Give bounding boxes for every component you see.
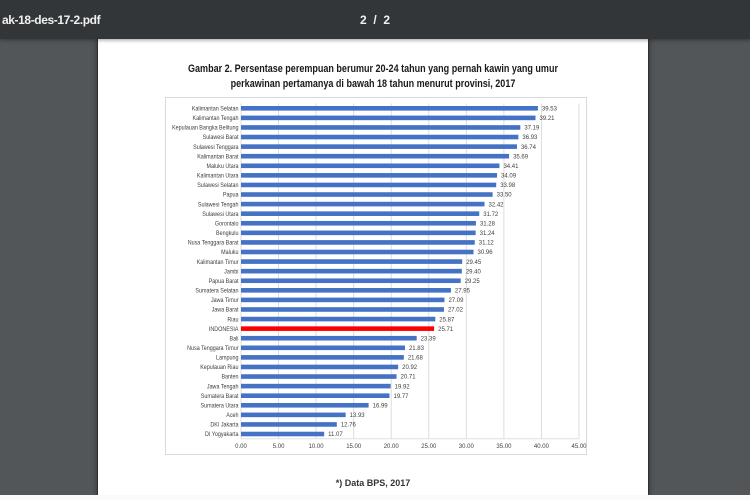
svg-text:10.00: 10.00 [309, 444, 325, 450]
svg-text:Papua: Papua [223, 193, 239, 199]
svg-text:16.99: 16.99 [373, 403, 389, 409]
svg-text:Maluku Utara: Maluku Utara [206, 164, 239, 170]
svg-text:Sulawesi Barat: Sulawesi Barat [203, 135, 239, 141]
svg-text:Kalimantan Timur: Kalimantan Timur [197, 260, 239, 266]
svg-text:Sulawesi Tengah: Sulawesi Tengah [198, 202, 239, 208]
svg-text:32.42: 32.42 [489, 202, 505, 208]
svg-text:29.45: 29.45 [466, 260, 482, 266]
svg-text:27.02: 27.02 [448, 308, 464, 314]
svg-text:27.95: 27.95 [455, 289, 471, 295]
svg-text:23.39: 23.39 [421, 336, 437, 342]
svg-text:DKI Jakarta: DKI Jakarta [210, 422, 239, 428]
svg-text:Sumatera Barat: Sumatera Barat [201, 394, 239, 400]
svg-text:Kepulauan Riau: Kepulauan Riau [200, 365, 238, 371]
svg-text:Riau: Riau [227, 317, 238, 323]
svg-text:12.76: 12.76 [341, 423, 357, 429]
svg-text:Banten: Banten [221, 375, 238, 381]
svg-text:40.00: 40.00 [534, 444, 550, 450]
svg-text:Kalimantan Selatan: Kalimantan Selatan [192, 106, 239, 112]
svg-text:19.92: 19.92 [395, 384, 411, 390]
svg-text:Kalimantan Tengah: Kalimantan Tengah [193, 116, 239, 122]
svg-text:39.21: 39.21 [540, 116, 556, 122]
svg-text:31.28: 31.28 [480, 221, 496, 227]
svg-text:15.00: 15.00 [346, 444, 362, 450]
svg-text:Lampung: Lampung [216, 355, 238, 361]
svg-text:30.00: 30.00 [459, 444, 475, 450]
svg-text:31.24: 31.24 [480, 231, 496, 237]
svg-text:29.40: 29.40 [466, 269, 482, 275]
svg-text:27.09: 27.09 [448, 298, 464, 304]
svg-text:20.00: 20.00 [384, 444, 400, 450]
svg-text:Jawa Tengah: Jawa Tengah [207, 384, 239, 390]
svg-text:19.77: 19.77 [393, 394, 409, 400]
svg-text:37.19: 37.19 [524, 126, 540, 132]
svg-text:21.83: 21.83 [409, 346, 425, 352]
svg-text:Papua Barat: Papua Barat [209, 279, 239, 285]
svg-text:Nusa Tenggara Timur: Nusa Tenggara Timur [187, 346, 238, 352]
svg-text:25.00: 25.00 [421, 444, 437, 450]
svg-text:Sulawesi Tenggara: Sulawesi Tenggara [193, 145, 239, 151]
svg-text:Sulawesi Utara: Sulawesi Utara [202, 212, 239, 218]
svg-text:Kepulauan Bangka Belitung: Kepulauan Bangka Belitung [172, 125, 238, 131]
svg-text:25.71: 25.71 [438, 327, 454, 333]
svg-text:INDONESIA: INDONESIA [209, 327, 239, 333]
svg-text:36.74: 36.74 [521, 145, 537, 151]
svg-text:35.00: 35.00 [496, 444, 512, 450]
svg-text:34.41: 34.41 [503, 164, 519, 170]
svg-text:20.92: 20.92 [402, 365, 418, 371]
svg-text:20.71: 20.71 [401, 375, 417, 381]
svg-text:Aceh: Aceh [226, 413, 238, 419]
svg-text:5.00: 5.00 [273, 444, 285, 450]
svg-text:0.00: 0.00 [235, 444, 247, 450]
svg-text:33.50: 33.50 [497, 193, 513, 199]
svg-text:33.98: 33.98 [500, 183, 516, 189]
svg-text:39.53: 39.53 [542, 107, 558, 113]
svg-text:Nusa Tenggara Barat: Nusa Tenggara Barat [188, 240, 239, 246]
svg-text:Kalimantan Barat: Kalimantan Barat [197, 154, 239, 160]
svg-text:Jambi: Jambi [224, 269, 238, 275]
svg-text:Bengkulu: Bengkulu [216, 231, 238, 237]
svg-text:30.96: 30.96 [478, 250, 494, 256]
svg-text:45.00: 45.00 [571, 444, 587, 450]
svg-text:31.12: 31.12 [479, 241, 495, 247]
svg-text:31.72: 31.72 [483, 212, 499, 218]
svg-text:Gorontalo: Gorontalo [215, 221, 239, 227]
svg-text:25.87: 25.87 [439, 317, 455, 323]
svg-text:11.07: 11.07 [328, 432, 343, 438]
svg-text:DI Yogyakarta: DI Yogyakarta [205, 432, 239, 438]
svg-text:36.93: 36.93 [522, 135, 538, 141]
svg-text:Jawa Barat: Jawa Barat [212, 307, 239, 313]
svg-text:Maluku: Maluku [221, 250, 238, 256]
svg-text:Jawa Timur: Jawa Timur [211, 298, 239, 304]
svg-text:Sumatera Utara: Sumatera Utara [201, 403, 240, 409]
svg-text:34.09: 34.09 [501, 174, 517, 180]
svg-text:Bali: Bali [230, 336, 239, 342]
svg-text:Sumatera Selatan: Sumatera Selatan [195, 288, 238, 294]
svg-text:29.25: 29.25 [465, 279, 481, 285]
svg-text:13.93: 13.93 [350, 413, 366, 419]
svg-text:Kalimantan Utara: Kalimantan Utara [197, 173, 239, 179]
svg-text:35.69: 35.69 [513, 154, 529, 160]
svg-text:Sulawesi Selatan: Sulawesi Selatan [197, 183, 238, 189]
svg-text:21.68: 21.68 [408, 356, 424, 362]
